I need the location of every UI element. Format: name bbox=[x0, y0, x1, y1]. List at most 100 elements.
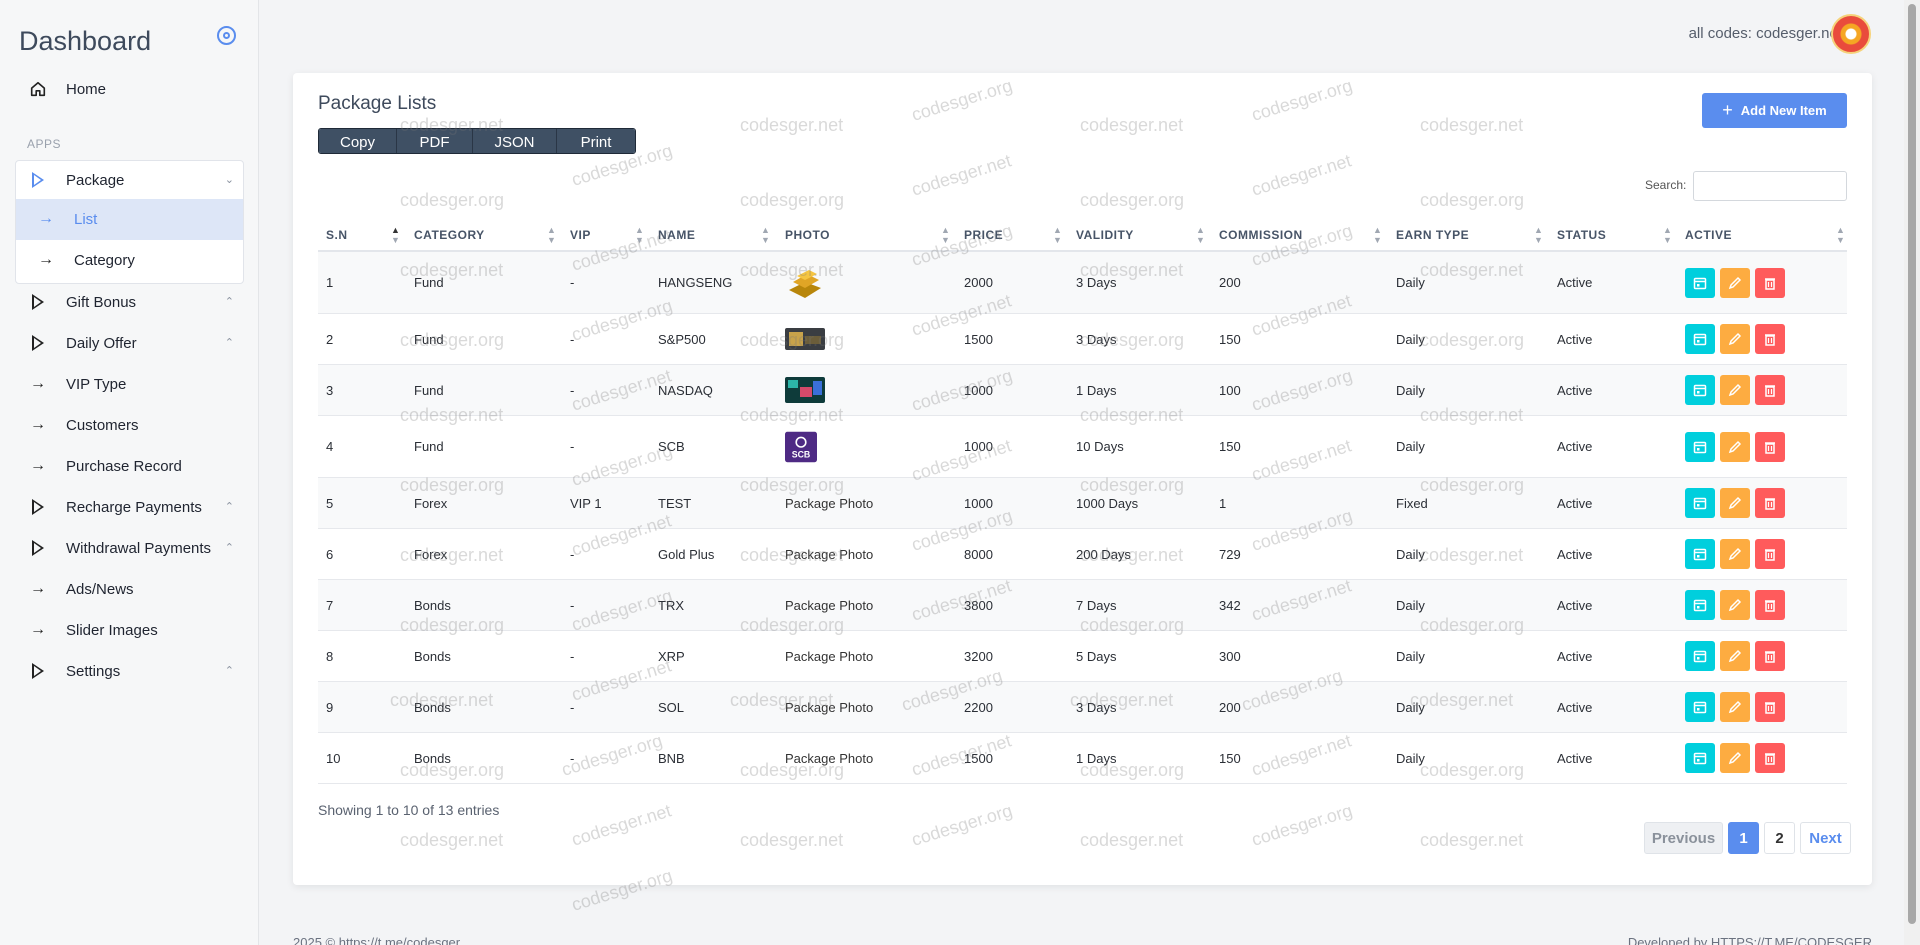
column-header[interactable]: COMMISSION bbox=[1219, 227, 1303, 242]
page-title: Package Lists bbox=[318, 93, 437, 114]
package-photo: Package Photo bbox=[785, 580, 873, 630]
search-input[interactable] bbox=[1693, 171, 1847, 201]
sidebar-item-ads-news[interactable]: → Ads/News bbox=[16, 569, 244, 609]
sidebar-item-customers[interactable]: → Customers bbox=[16, 405, 244, 445]
print-button[interactable]: Print bbox=[557, 129, 635, 153]
page-2-button[interactable]: 2 bbox=[1764, 822, 1795, 854]
sidebar-item-gift-bonus[interactable]: Gift Bonus ⌃ bbox=[16, 282, 244, 322]
sidebar-item-recharge-payments[interactable]: Recharge Payments ⌃ bbox=[16, 487, 244, 527]
delete-button[interactable] bbox=[1755, 431, 1785, 462]
sidebar-item-list[interactable]: → List bbox=[16, 199, 244, 239]
column-header[interactable]: CATEGORY bbox=[414, 227, 485, 242]
sidebar-item-withdrawal-payments[interactable]: Withdrawal Payments ⌃ bbox=[16, 528, 244, 568]
column-header[interactable]: PHOTO bbox=[785, 227, 830, 242]
sidebar-item-purchase-record[interactable]: → Purchase Record bbox=[16, 446, 244, 486]
sidebar-item-daily-offer[interactable]: Daily Offer ⌃ bbox=[16, 323, 244, 363]
page-1-button[interactable]: 1 bbox=[1728, 822, 1759, 854]
chevron-up-icon: ⌃ bbox=[224, 296, 234, 308]
column-header[interactable]: EARN TYPE bbox=[1396, 227, 1470, 242]
triangle-icon bbox=[28, 497, 48, 517]
column-header[interactable]: PRICE bbox=[964, 227, 1004, 242]
column-header[interactable]: ACTIVE bbox=[1685, 227, 1733, 242]
calendar-button[interactable] bbox=[1685, 488, 1715, 518]
delete-button[interactable] bbox=[1755, 692, 1785, 722]
column-header[interactable]: STATUS bbox=[1557, 227, 1607, 242]
sidebar-item-home[interactable]: Home bbox=[16, 69, 244, 109]
column-header[interactable]: S.N bbox=[326, 227, 348, 242]
calendar-button[interactable] bbox=[1685, 324, 1715, 354]
calendar-button[interactable] bbox=[1685, 539, 1715, 569]
column-header[interactable]: VALIDITY bbox=[1076, 227, 1134, 242]
sort-icon[interactable]: ▲ ▼ bbox=[761, 225, 770, 245]
column-header[interactable]: VIP bbox=[570, 227, 591, 242]
sidebar-item-package[interactable]: Package ⌄ bbox=[16, 160, 244, 200]
sidebar-item-settings[interactable]: Settings ⌃ bbox=[16, 651, 244, 691]
json-button[interactable]: JSON bbox=[473, 129, 557, 153]
scrollbar-thumb[interactable] bbox=[1908, 4, 1916, 924]
edit-button[interactable] bbox=[1720, 267, 1750, 298]
add-new-item-button[interactable]: + Add New Item bbox=[1702, 93, 1847, 128]
package-photo bbox=[785, 314, 825, 364]
cell-sn: 10 bbox=[326, 750, 341, 766]
edit-button[interactable] bbox=[1720, 539, 1750, 569]
edit-button[interactable] bbox=[1720, 692, 1750, 722]
sort-icon[interactable]: ▲ ▼ bbox=[391, 225, 400, 245]
sort-icon[interactable]: ▲ ▼ bbox=[1663, 225, 1672, 245]
edit-button[interactable] bbox=[1720, 488, 1750, 518]
cell-sn: 1 bbox=[326, 275, 334, 290]
edit-button[interactable] bbox=[1720, 641, 1750, 671]
sort-icon[interactable]: ▲ ▼ bbox=[1534, 225, 1543, 245]
delete-button[interactable] bbox=[1755, 375, 1785, 405]
delete-button[interactable] bbox=[1755, 590, 1785, 620]
pdf-button[interactable]: PDF bbox=[397, 129, 473, 153]
cell-commission: 300 bbox=[1219, 648, 1241, 664]
cell-commission: 729 bbox=[1219, 546, 1241, 562]
calendar-button[interactable] bbox=[1685, 590, 1715, 620]
edit-button[interactable] bbox=[1720, 590, 1750, 620]
table-row: 7 Bonds - TRX Package Photo 3800 7 Days 342 Dail… bbox=[318, 580, 1847, 631]
calendar-button[interactable] bbox=[1685, 692, 1715, 722]
calendar-button[interactable] bbox=[1685, 375, 1715, 405]
sidebar-item-category[interactable]: → Category bbox=[16, 240, 244, 280]
sort-icon[interactable]: ▲ ▼ bbox=[1836, 225, 1845, 245]
sidebar-item-vip-type[interactable]: → VIP Type bbox=[16, 364, 244, 404]
next-page-button[interactable]: Next bbox=[1800, 822, 1851, 854]
chevron-up-icon: ⌃ bbox=[224, 542, 234, 554]
cell-validity: 200 Days bbox=[1076, 546, 1131, 562]
column-header[interactable]: NAME bbox=[658, 227, 696, 242]
edit-button[interactable] bbox=[1720, 375, 1750, 405]
row-actions bbox=[1685, 580, 1790, 630]
cell-name: XRP bbox=[658, 648, 685, 664]
sidebar-toggle-icon[interactable] bbox=[217, 26, 236, 45]
copy-button[interactable]: Copy bbox=[319, 129, 397, 153]
edit-button[interactable] bbox=[1720, 324, 1750, 354]
sort-icon[interactable]: ▲ ▼ bbox=[1373, 225, 1382, 245]
cell-price: 1000 bbox=[964, 495, 993, 511]
delete-button[interactable] bbox=[1755, 267, 1785, 298]
calendar-button[interactable] bbox=[1685, 641, 1715, 671]
sort-icon[interactable]: ▲ ▼ bbox=[941, 225, 950, 245]
previous-page-button[interactable]: Previous bbox=[1644, 822, 1723, 854]
sort-icon[interactable]: ▲ ▼ bbox=[1053, 225, 1062, 245]
cell-category: Forex bbox=[414, 546, 448, 562]
delete-button[interactable] bbox=[1755, 324, 1785, 354]
sort-icon[interactable]: ▲ ▼ bbox=[635, 225, 644, 245]
delete-button[interactable] bbox=[1755, 743, 1785, 773]
calendar-icon bbox=[1693, 441, 1707, 453]
delete-button[interactable] bbox=[1755, 488, 1785, 518]
edit-button[interactable] bbox=[1720, 431, 1750, 462]
cell-earn: Daily bbox=[1396, 699, 1425, 715]
calendar-button[interactable] bbox=[1685, 267, 1715, 298]
calendar-button[interactable] bbox=[1685, 743, 1715, 773]
delete-button[interactable] bbox=[1755, 539, 1785, 569]
sidebar-item-slider-images[interactable]: → Slider Images bbox=[16, 610, 244, 650]
edit-button[interactable] bbox=[1720, 743, 1750, 773]
delete-button[interactable] bbox=[1755, 641, 1785, 671]
cell-commission: 200 bbox=[1219, 275, 1241, 290]
calendar-button[interactable] bbox=[1685, 431, 1715, 462]
sort-icon[interactable]: ▲ ▼ bbox=[1196, 225, 1205, 245]
avatar[interactable] bbox=[1831, 14, 1871, 54]
scrollbar[interactable] bbox=[1904, 0, 1920, 945]
sort-icon[interactable]: ▲ ▼ bbox=[547, 225, 556, 245]
cell-vip: - bbox=[570, 750, 575, 766]
